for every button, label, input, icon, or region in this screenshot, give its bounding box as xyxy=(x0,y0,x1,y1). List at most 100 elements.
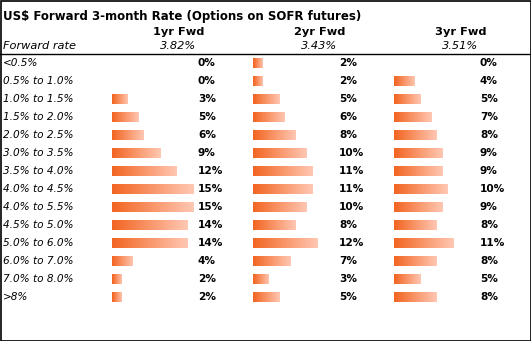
Bar xyxy=(399,256,400,266)
Bar xyxy=(282,184,283,194)
Bar xyxy=(267,94,268,104)
Bar xyxy=(436,148,437,158)
Bar xyxy=(441,184,442,194)
Bar xyxy=(279,94,280,104)
Bar xyxy=(164,238,165,248)
Bar xyxy=(123,256,124,266)
Bar xyxy=(153,220,154,230)
Bar xyxy=(288,202,289,212)
Bar xyxy=(113,256,114,266)
Bar xyxy=(417,112,418,122)
Bar xyxy=(277,166,278,176)
Bar xyxy=(400,274,401,284)
Bar xyxy=(419,130,420,140)
Bar xyxy=(263,148,264,158)
Bar xyxy=(122,112,123,122)
Bar xyxy=(172,184,173,194)
Bar xyxy=(401,184,402,194)
Bar xyxy=(404,166,405,176)
Bar xyxy=(276,130,277,140)
Text: 5%: 5% xyxy=(339,94,357,104)
Bar xyxy=(121,184,122,194)
Bar xyxy=(411,166,412,176)
Bar xyxy=(270,184,271,194)
Text: 9%: 9% xyxy=(480,166,498,176)
Bar xyxy=(164,166,165,176)
Bar xyxy=(255,202,256,212)
Bar xyxy=(440,148,441,158)
Bar xyxy=(283,184,284,194)
Bar xyxy=(289,166,290,176)
Bar xyxy=(396,184,397,194)
Bar xyxy=(285,184,286,194)
Bar xyxy=(180,184,181,194)
Bar xyxy=(413,274,414,284)
Bar xyxy=(256,130,257,140)
Bar xyxy=(424,238,425,248)
Bar xyxy=(287,256,288,266)
Bar xyxy=(409,292,410,302)
Bar xyxy=(401,220,402,230)
Bar xyxy=(165,184,166,194)
Bar xyxy=(407,166,408,176)
Bar xyxy=(434,238,435,248)
Bar xyxy=(189,184,190,194)
Bar xyxy=(279,202,280,212)
Bar xyxy=(417,292,418,302)
Bar xyxy=(163,202,164,212)
Bar xyxy=(400,184,401,194)
Bar xyxy=(140,202,141,212)
Bar xyxy=(399,202,400,212)
Bar xyxy=(267,202,268,212)
Bar xyxy=(269,220,270,230)
Bar xyxy=(116,166,117,176)
Bar xyxy=(299,166,300,176)
Bar xyxy=(396,166,397,176)
Bar xyxy=(279,292,280,302)
Bar xyxy=(136,238,137,248)
Bar xyxy=(405,76,406,86)
Bar xyxy=(423,238,424,248)
Bar xyxy=(118,184,119,194)
Bar xyxy=(397,148,398,158)
Bar xyxy=(261,112,262,122)
Bar xyxy=(264,292,265,302)
Bar xyxy=(427,238,428,248)
Bar xyxy=(420,220,421,230)
Bar xyxy=(166,166,167,176)
Bar xyxy=(121,256,122,266)
Bar xyxy=(429,184,430,194)
Bar xyxy=(148,148,149,158)
Bar xyxy=(135,202,136,212)
Bar xyxy=(265,238,266,248)
Bar xyxy=(448,238,449,248)
Bar xyxy=(410,184,411,194)
Bar xyxy=(265,274,266,284)
Bar xyxy=(401,274,402,284)
Bar xyxy=(432,238,433,248)
Bar xyxy=(166,184,167,194)
Bar xyxy=(148,184,149,194)
Bar xyxy=(172,166,173,176)
Bar xyxy=(314,238,315,248)
Bar xyxy=(114,148,115,158)
Bar xyxy=(305,166,306,176)
Bar xyxy=(291,184,292,194)
Bar xyxy=(305,238,306,248)
Bar xyxy=(406,166,407,176)
Bar xyxy=(417,238,418,248)
Bar xyxy=(286,238,287,248)
Text: 4.0% to 5.5%: 4.0% to 5.5% xyxy=(3,202,73,212)
Bar xyxy=(117,94,118,104)
Bar xyxy=(269,112,270,122)
Bar xyxy=(266,112,267,122)
Bar xyxy=(306,148,307,158)
Bar xyxy=(424,220,425,230)
Bar xyxy=(274,202,275,212)
Bar xyxy=(417,94,418,104)
Bar xyxy=(259,148,260,158)
Bar xyxy=(278,148,279,158)
Bar xyxy=(429,238,430,248)
Bar xyxy=(303,238,304,248)
Bar xyxy=(283,202,284,212)
